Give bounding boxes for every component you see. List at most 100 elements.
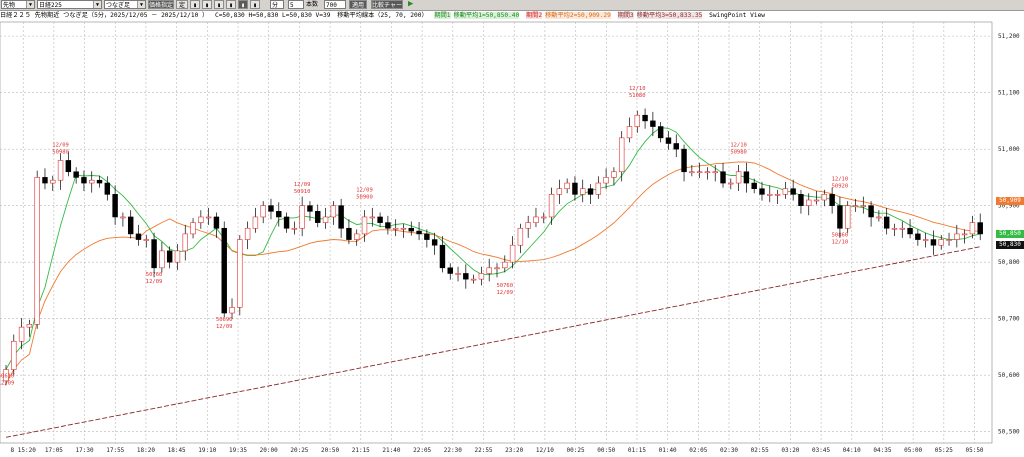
candle-body xyxy=(580,188,586,195)
candle-body xyxy=(174,250,181,263)
candle-body xyxy=(120,216,126,219)
candle-body xyxy=(774,194,781,196)
chart-kind-select[interactable]: つなぎ足 ▼ xyxy=(104,0,146,9)
candle-body xyxy=(977,222,983,235)
candle-body xyxy=(416,230,422,235)
swing-annotation: 12/09 xyxy=(497,290,514,296)
candle-body xyxy=(353,233,360,240)
candle-body xyxy=(704,171,711,174)
period-week-button[interactable]: ▮ xyxy=(202,0,212,9)
y-tick-label: 50,600 xyxy=(998,372,1020,379)
period-value-text: 5 xyxy=(290,2,294,9)
price-spec-button[interactable]: 価格指定 xyxy=(148,0,174,9)
x-tick-label: 02:30 xyxy=(720,447,738,454)
period-custom-button[interactable]: ▮ xyxy=(250,0,260,9)
x-tick-label: 02:55 xyxy=(751,447,769,454)
play-icon[interactable]: ▶ xyxy=(408,0,414,9)
candle-body xyxy=(463,273,469,280)
candle-body xyxy=(3,369,9,382)
candle-body xyxy=(728,182,734,185)
price-badge: 50,850 xyxy=(996,229,1024,238)
symbol-select[interactable]: 日経225 ▼ xyxy=(37,0,102,9)
chevron-down-icon[interactable]: ▼ xyxy=(137,1,145,8)
candle-body xyxy=(922,239,929,241)
swing-annotation: 50760 xyxy=(497,283,514,289)
candle-body xyxy=(938,239,944,246)
toolbar: 先物 ▼ 日経225 ▼ つなぎ足 ▼ 価格指定 定 ▮ ▮ ▮ ▮ ▮ ▮ 分 5 … xyxy=(0,0,1024,11)
swing-annotation: 50910 xyxy=(294,189,311,195)
y-tick-label: 50,700 xyxy=(998,316,1020,323)
bars-input[interactable]: 700 xyxy=(324,0,346,9)
candle-body xyxy=(502,261,508,269)
candle-body xyxy=(533,216,539,223)
candle-body xyxy=(276,211,282,218)
candle-body xyxy=(541,216,547,219)
swing-annotation: 12/09 xyxy=(216,324,233,330)
candle-body xyxy=(283,216,290,229)
candle-body xyxy=(930,239,937,246)
bars-input-value: 700 xyxy=(326,2,337,9)
market-select[interactable]: 先物 ▼ xyxy=(1,0,35,9)
candle-body xyxy=(696,171,703,174)
x-tick-label: 21:15 xyxy=(352,447,370,454)
x-tick-label: 12/10 xyxy=(536,447,554,454)
candle-body xyxy=(447,267,453,274)
market-select-value: 先物 xyxy=(3,2,16,9)
swing-point-view[interactable]: SwingPoint View xyxy=(709,12,766,19)
candle-body xyxy=(681,148,687,173)
candle-body xyxy=(470,278,477,281)
candle-body xyxy=(57,160,64,181)
ma1-value: 移動平均1=50,850.40 xyxy=(453,12,520,19)
swing-annotation: 50920 xyxy=(832,183,849,189)
chart-kind-value: つなぎ足 xyxy=(106,2,131,9)
candle-body xyxy=(322,216,329,223)
candle-body xyxy=(42,177,48,184)
candle-body xyxy=(315,211,321,223)
candle-body xyxy=(673,143,679,150)
candle-body xyxy=(837,205,843,229)
candle-body xyxy=(229,307,235,314)
period-tick-button[interactable]: ▮ xyxy=(238,0,248,9)
ma1-period-label: 期間1 xyxy=(434,12,451,19)
compare-chart-button[interactable]: 比較チャート xyxy=(371,0,403,9)
ma2-value: 移動平均2=50,909.29 xyxy=(545,12,611,19)
candle-body xyxy=(127,216,134,235)
candle-body xyxy=(657,126,664,139)
fixed-button[interactable]: 定 xyxy=(176,0,188,9)
x-tick-label: 01:15 xyxy=(628,447,646,454)
period-unit-select[interactable]: 分 xyxy=(270,0,284,9)
x-tick-label: 18:45 xyxy=(168,447,186,454)
period-minute-button[interactable]: ▮ xyxy=(226,0,236,9)
candle-body xyxy=(743,171,750,184)
swing-annotation: 12/10 xyxy=(730,142,747,148)
chart-info-bar: 日経２２５ 先物期近 つなぎ足（5分，2025/12/05 － 2025/12/… xyxy=(0,11,1000,21)
candle-body xyxy=(439,244,446,269)
x-tick-label: 17:55 xyxy=(106,447,124,454)
period-month-button[interactable]: ▮ xyxy=(214,0,224,9)
x-tick-label: 20:50 xyxy=(321,447,339,454)
candle-body xyxy=(665,137,672,144)
chevron-down-icon[interactable]: ▼ xyxy=(26,1,34,8)
chevron-down-icon[interactable]: ▼ xyxy=(93,1,101,8)
candle-body xyxy=(213,216,220,229)
period-value-spinner[interactable]: 5 xyxy=(288,0,304,9)
candle-body xyxy=(221,227,227,314)
candle-body xyxy=(759,188,765,195)
period-day-button[interactable]: ▮ xyxy=(190,0,200,9)
candle-body xyxy=(611,171,617,178)
candle-body xyxy=(338,205,344,229)
candle-body xyxy=(50,179,56,184)
swing-annotation: 50760 xyxy=(146,272,163,278)
candle-body xyxy=(385,222,391,229)
candle-body xyxy=(852,205,859,207)
candle-body xyxy=(517,227,524,246)
apply-button[interactable]: 適用 xyxy=(349,0,367,9)
x-tick-label: 22:55 xyxy=(474,447,492,454)
candle-body xyxy=(587,188,594,195)
candle-body xyxy=(268,205,274,212)
candle-body xyxy=(556,188,563,195)
candle-body xyxy=(689,171,695,174)
swing-annotation: 12/09 xyxy=(146,279,163,285)
